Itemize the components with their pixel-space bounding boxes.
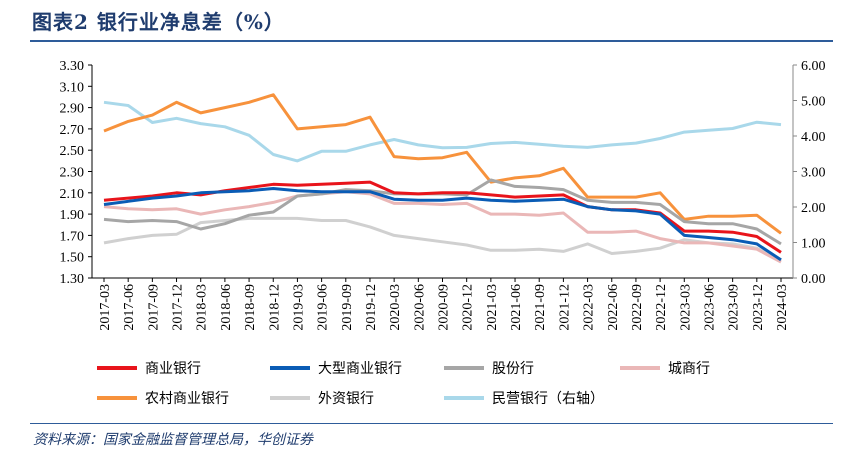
legend-swatch (270, 366, 310, 370)
left-tick-label: 3.30 (60, 59, 85, 74)
legend-swatch (444, 396, 484, 400)
series-line-4 (103, 93, 782, 235)
x-tick-label: 2019-06 (316, 284, 331, 331)
legend-item: 农村商业银行 (97, 388, 229, 408)
series-line-6 (103, 100, 782, 163)
x-tick-label: 2017-12 (171, 284, 186, 331)
source-divider (30, 423, 833, 424)
legend-item: 股份行 (444, 358, 534, 378)
right-tick-label: 4.00 (801, 130, 826, 145)
x-tick-label: 2019-03 (291, 284, 306, 331)
right-tick-label: 5.00 (801, 95, 826, 110)
legend-label: 股份行 (492, 361, 534, 377)
left-tick-label: 2.10 (60, 187, 85, 202)
x-tick-label: 2018-12 (267, 284, 282, 331)
x-tick-label: 2017-09 (146, 284, 161, 331)
series-line-1 (103, 187, 782, 262)
x-tick-label: 2020-12 (461, 284, 476, 331)
left-tick-label: 3.10 (60, 80, 85, 95)
right-tick-label: 1.00 (801, 237, 826, 252)
legend-item: 商业银行 (97, 358, 201, 378)
left-tick-label: 1.90 (60, 208, 85, 223)
x-tick-label: 2023-09 (727, 284, 742, 331)
x-tick-label: 2024-03 (775, 284, 790, 331)
legend-swatch (270, 396, 310, 400)
legend-item: 外资银行 (270, 388, 374, 408)
x-tick-label: 2022-12 (654, 284, 669, 331)
legend-item: 民营银行（右轴） (444, 388, 604, 408)
right-tick-label: 3.00 (801, 166, 826, 181)
right-tick-label: 0.00 (801, 272, 826, 287)
x-tick-label: 2017-03 (98, 284, 113, 331)
x-tick-label: 2021-09 (533, 284, 548, 331)
series-line-5 (103, 216, 782, 262)
legend-item: 城商行 (620, 358, 710, 378)
x-tick-label: 2018-03 (195, 284, 210, 331)
x-tick-label: 2022-06 (606, 284, 621, 331)
left-tick-label: 1.50 (60, 251, 85, 266)
legend-label: 农村商业银行 (145, 391, 229, 407)
legend-swatch (620, 366, 660, 370)
left-tick-label: 2.50 (60, 144, 85, 159)
x-tick-label: 2018-09 (243, 284, 258, 331)
left-tick-label: 1.70 (60, 229, 85, 244)
legend-swatch (97, 396, 137, 400)
legend-label: 商业银行 (145, 361, 201, 377)
source-note: 资料来源：国家金融监督管理总局，华创证券 (33, 432, 313, 448)
series-line-3 (103, 190, 782, 264)
x-tick-label: 2021-03 (485, 284, 500, 331)
x-tick-label: 2019-12 (364, 284, 379, 331)
legend-label: 大型商业银行 (318, 361, 402, 377)
legend-label: 民营银行（右轴） (492, 391, 604, 407)
figure-title: 图表2 银行业净息差（%） (32, 10, 285, 34)
x-tick-label: 2023-06 (702, 284, 717, 331)
legend-swatch (97, 366, 137, 370)
left-tick-label: 2.30 (60, 166, 85, 181)
title-divider (30, 40, 833, 42)
left-tick-label: 1.30 (60, 272, 85, 287)
x-tick-label: 2020-03 (388, 284, 403, 331)
right-tick-label: 2.00 (801, 201, 826, 216)
legend-swatch (444, 366, 484, 370)
x-tick-label: 2021-12 (557, 284, 572, 331)
x-tick-label: 2018-06 (219, 284, 234, 331)
x-tick-label: 2023-12 (751, 284, 766, 331)
x-tick-label: 2020-09 (437, 284, 452, 331)
left-tick-label: 2.70 (60, 123, 85, 138)
x-tick-label: 2017-06 (122, 284, 137, 331)
x-tick-label: 2022-03 (582, 284, 597, 331)
x-tick-label: 2021-06 (509, 284, 524, 331)
legend-label: 外资银行 (318, 391, 374, 407)
legend-label: 城商行 (668, 361, 710, 377)
x-tick-label: 2022-09 (630, 284, 645, 331)
legend-item: 大型商业银行 (270, 358, 402, 378)
left-tick-label: 2.90 (60, 102, 85, 117)
x-tick-label: 2020-06 (412, 284, 427, 331)
x-tick-label: 2019-09 (340, 284, 355, 331)
x-tick-label: 2023-03 (678, 284, 693, 331)
right-tick-label: 6.00 (801, 59, 826, 74)
